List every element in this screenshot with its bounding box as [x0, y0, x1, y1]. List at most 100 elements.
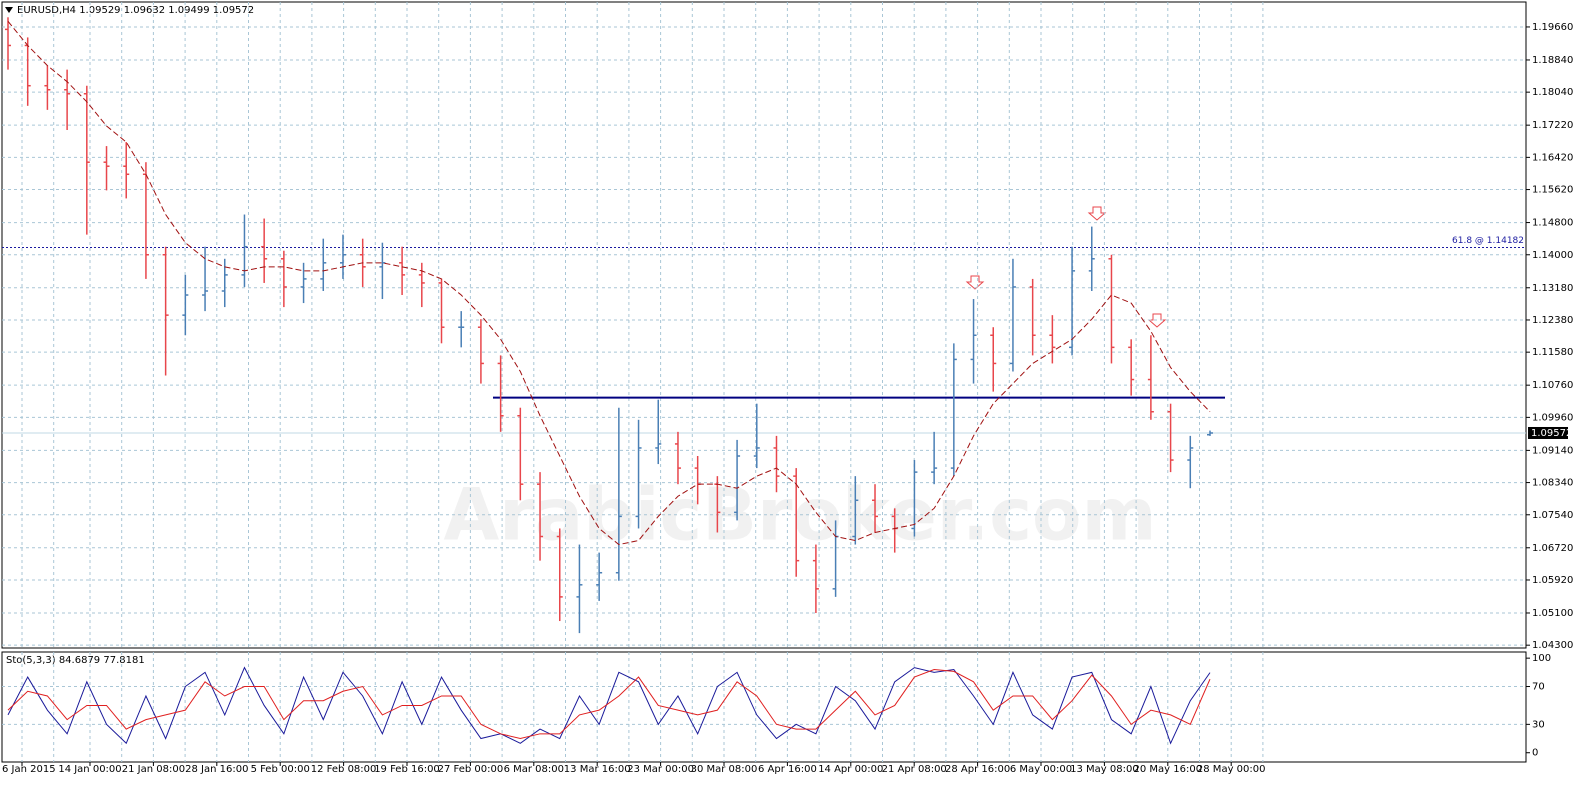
ohlc-bar: [497, 355, 504, 432]
y-tick-label: 1.18040: [1532, 87, 1573, 98]
y-tick-label: 30: [1532, 719, 1545, 730]
x-tick-label: 14 Apr 00:00: [818, 764, 883, 775]
y-tick-label: 1.05920: [1532, 575, 1573, 586]
y-tick-label: 100: [1532, 653, 1551, 664]
ohlc-bar: [1069, 246, 1076, 356]
price-box: [1528, 426, 1568, 439]
ohlc-bar: [556, 528, 563, 622]
ohlc-bar: [477, 319, 484, 384]
y-tick-label: 1.08340: [1532, 478, 1573, 489]
x-tick-label: 14 Jan 00:00: [58, 764, 121, 775]
ohlc-bar: [379, 242, 386, 300]
y-tick-label: 1.07540: [1532, 510, 1573, 521]
y-tick-label: 1.09960: [1532, 412, 1573, 423]
fibo-label: 61.8 @ 1.14182: [1452, 236, 1524, 246]
y-tick-label: 1.12380: [1532, 315, 1573, 326]
ohlc-bar: [655, 399, 662, 465]
stoch-frame: [1, 651, 1527, 763]
y-tick-label: 1.16420: [1532, 152, 1573, 163]
y-tick-label: 1.18840: [1532, 55, 1573, 66]
y-tick-label: 1.10760: [1532, 380, 1573, 391]
stoch-title: Sto(5,3,3) 84.6879 77.8181: [6, 655, 145, 666]
y-tick-label: 0: [1532, 748, 1538, 759]
price-label: 1.09572: [1531, 428, 1572, 439]
ohlc-bar: [44, 65, 51, 110]
ohlc-bar: [438, 278, 445, 344]
ohlc-bar: [753, 403, 760, 469]
ohlc-bar: [280, 250, 287, 308]
moving-average: [7, 21, 1211, 546]
ohlc-bar: [1088, 226, 1095, 291]
x-tick-label: 27 Feb 00:00: [438, 764, 504, 775]
x-tick-label: 5 Feb 00:00: [251, 764, 310, 775]
ohlc-bar: [1207, 430, 1213, 436]
ohlc-bar: [674, 431, 681, 485]
ohlc-bar: [5, 17, 11, 70]
x-tick-label: 6 Mar 08:00: [504, 764, 564, 775]
ohlc-bar: [931, 431, 938, 485]
y-tick-label: 1.19660: [1532, 22, 1573, 33]
x-tick-label: 6 Apr 16:00: [758, 764, 817, 775]
y-tick-label: 1.17220: [1532, 120, 1573, 131]
ohlc-bar: [83, 85, 90, 235]
ohlc-bar: [1108, 254, 1115, 364]
y-tick-label: 1.09140: [1532, 445, 1573, 456]
x-tick-label: 28 Apr 16:00: [945, 764, 1010, 775]
ohlc-bar: [1029, 278, 1036, 356]
ohlc-bar: [990, 327, 997, 392]
ohlc-bar: [773, 435, 780, 493]
x-tick-label: 28 May 00:00: [1197, 764, 1266, 775]
ohlc-bar: [734, 439, 741, 521]
x-tick-label: 6 May 00:00: [1010, 764, 1072, 775]
ohlc-bar: [1009, 258, 1016, 372]
ohlc-bar: [615, 407, 622, 581]
ohlc-bar: [872, 484, 879, 533]
x-tick-label: 21 Apr 08:00: [882, 764, 947, 775]
ohlc-bar: [1167, 403, 1174, 473]
ohlc-bar: [202, 246, 209, 312]
ohlc-bar: [123, 142, 130, 199]
ohlc-bar: [241, 214, 248, 287]
y-tick-label: 1.14000: [1532, 250, 1573, 261]
header-icon: [5, 7, 13, 13]
ohlc-bar: [517, 407, 524, 501]
x-tick-label: 13 May 08:00: [1070, 764, 1139, 775]
x-tick-label: 23 Mar 00:00: [627, 764, 694, 775]
ohlc-bar: [1049, 315, 1056, 364]
y-tick-label: 1.05100: [1532, 608, 1573, 619]
ohlc-bar: [576, 544, 583, 634]
ohlc-bar: [339, 234, 346, 279]
x-tick-label: 28 Jan 16:00: [185, 764, 248, 775]
x-tick-label: 19 Feb 16:00: [374, 764, 440, 775]
ohlc-bar: [300, 262, 307, 304]
down-arrow: [1147, 313, 1167, 328]
ohlc-bar: [812, 544, 819, 613]
ohlc-bar: [418, 262, 425, 308]
ohlc-bar: [1187, 435, 1194, 489]
x-tick-label: 6 Jan 2015: [2, 764, 56, 775]
y-tick-label: 1.14800: [1532, 218, 1573, 229]
ohlc-bar: [793, 468, 800, 577]
ohlc-bar: [1147, 335, 1154, 420]
y-tick-label: 1.15620: [1532, 185, 1573, 196]
ohlc-bar: [911, 460, 918, 537]
ohlc-bar: [596, 552, 603, 601]
x-tick-label: 20 May 16:00: [1134, 764, 1203, 775]
ohlc-bar: [537, 472, 544, 561]
down-arrow: [1087, 206, 1107, 221]
y-tick-label: 70: [1532, 682, 1545, 693]
ohlc-bar: [103, 146, 110, 191]
arrows: [965, 206, 1167, 328]
ohlc-bar: [852, 476, 859, 545]
ohlc-bar: [64, 69, 71, 130]
x-tick-label: 12 Feb 08:00: [311, 764, 377, 775]
ohlc-bar: [950, 343, 957, 477]
ohlc-bar: [162, 246, 169, 376]
ohlc-bar: [458, 311, 465, 348]
x-tick-label: 13 Mar 16:00: [564, 764, 631, 775]
y-tick-label: 1.13180: [1532, 283, 1573, 294]
ohlc-bar: [1128, 339, 1135, 396]
